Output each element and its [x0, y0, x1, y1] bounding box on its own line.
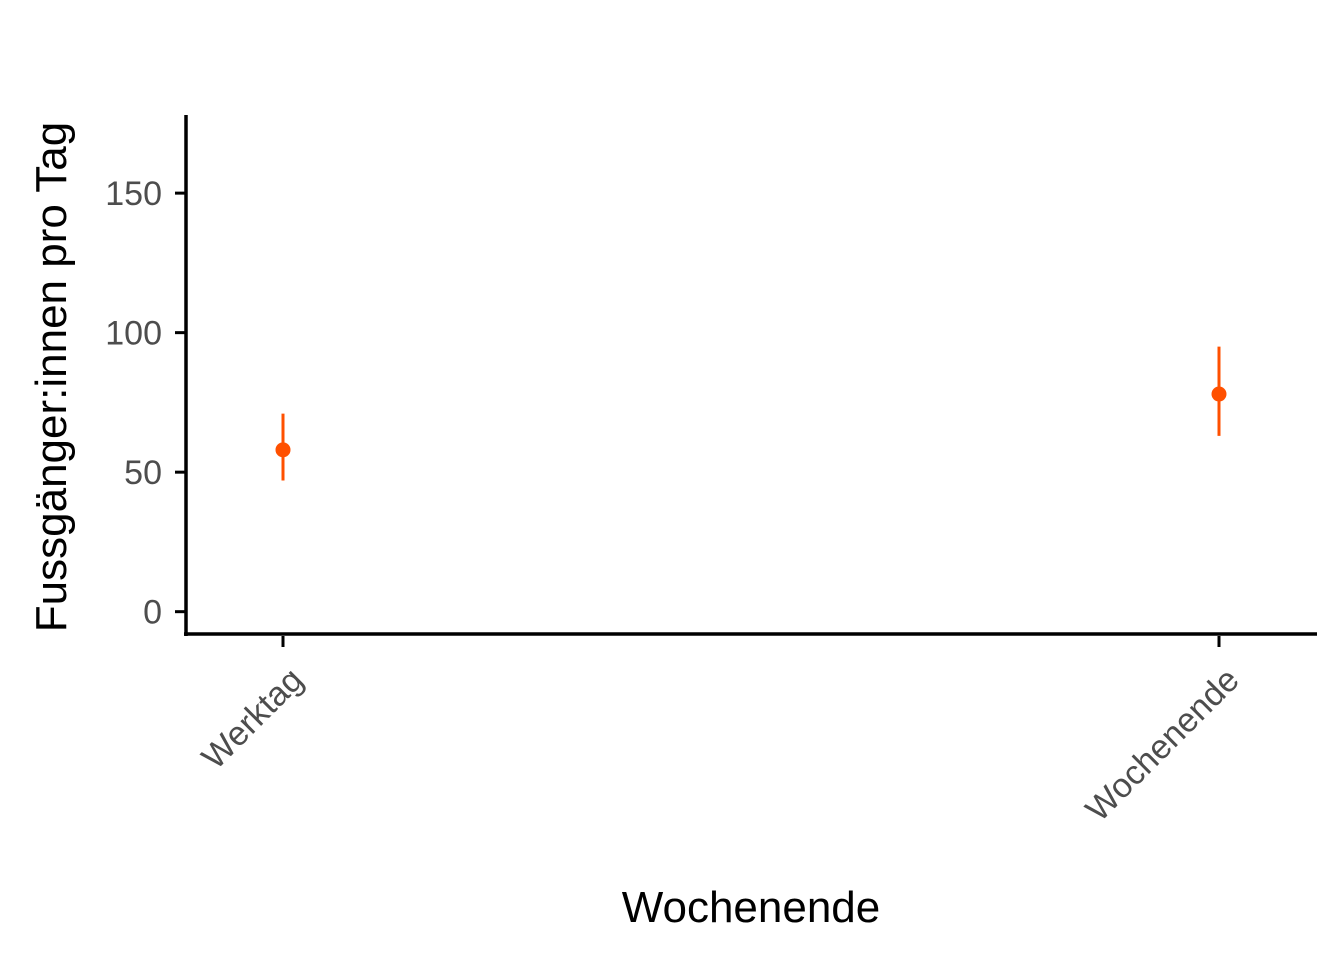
marks-layer	[275, 346, 1227, 481]
data-point	[275, 442, 291, 458]
data-point	[1211, 386, 1227, 402]
axes-layer	[184, 115, 1317, 636]
x-axis-title: Wochenende	[622, 883, 881, 932]
y-tick-label: 150	[105, 175, 162, 213]
y-tick-label: 0	[143, 594, 162, 632]
x-tick-label: Wochenende	[1079, 661, 1247, 829]
y-tick-label: 100	[105, 315, 162, 353]
y-axis-title: Fussgänger:innen pro Tag	[27, 122, 76, 632]
x-tick-label: Werktag	[195, 661, 311, 777]
y-tick-label: 50	[124, 454, 162, 492]
ticks-layer: 0 50 100 150 Werktag Wochenende	[105, 175, 1246, 829]
